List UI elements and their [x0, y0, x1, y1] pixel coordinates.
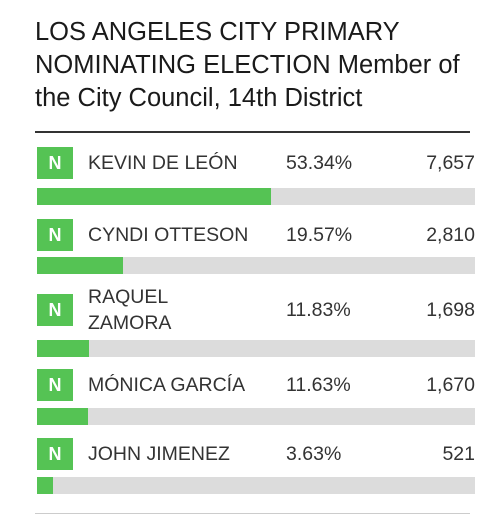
result-bar-fill: [37, 477, 53, 494]
vote-count: 521: [442, 443, 475, 465]
vote-percent: 53.34%: [286, 152, 353, 174]
vote-percent: 11.63%: [286, 374, 351, 396]
party-badge: N: [37, 369, 73, 401]
vote-percent: 11.83%: [286, 299, 351, 321]
result-bar-fill: [37, 257, 123, 274]
party-badge: N: [37, 219, 73, 251]
party-badge: N: [37, 294, 73, 326]
header-divider: [35, 131, 470, 133]
race-title: LOS ANGELES CITY PRIMARY NOMINATING ELEC…: [35, 18, 460, 112]
candidate-name: CYNDI OTTESON: [88, 224, 249, 246]
party-badge: N: [37, 438, 73, 470]
result-bar-track: [37, 408, 475, 425]
result-bar-track: [37, 340, 475, 357]
candidate-name: RAQUEL ZAMORA: [88, 286, 172, 334]
result-bar-fill: [37, 408, 88, 425]
party-badge: N: [37, 147, 73, 179]
vote-count: 1,698: [426, 299, 475, 321]
result-bar-fill: [37, 340, 89, 357]
result-bar-track: [37, 188, 475, 205]
vote-count: 1,670: [426, 374, 475, 396]
vote-percent: 3.63%: [286, 443, 342, 465]
candidate-name: KEVIN DE LEÓN: [88, 152, 238, 174]
result-bar-track: [37, 257, 475, 274]
result-bar-fill: [37, 188, 271, 205]
candidate-name: MÓNICA GARCÍA: [88, 374, 246, 396]
footer-divider: [35, 513, 470, 514]
result-bar-track: [37, 477, 475, 494]
candidate-name: JOHN JIMENEZ: [88, 443, 230, 465]
vote-percent: 19.57%: [286, 224, 353, 246]
vote-count: 2,810: [426, 224, 475, 246]
vote-count: 7,657: [426, 152, 475, 174]
